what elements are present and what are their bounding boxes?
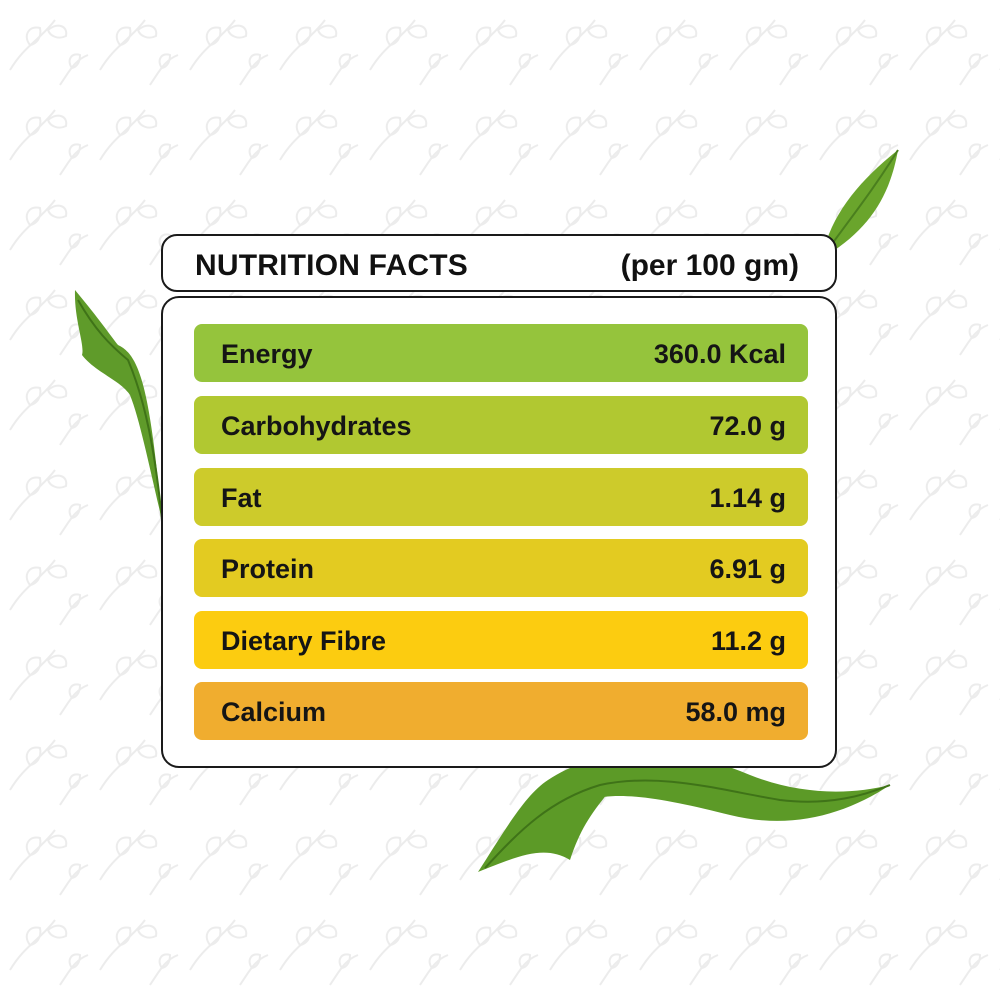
nutrient-row-protein: Protein 6.91 g — [194, 539, 808, 597]
nutrient-label: Fat — [221, 483, 262, 513]
nutrient-label: Dietary Fibre — [221, 626, 387, 656]
nutrient-label: Carbohydrates — [221, 411, 412, 441]
nutrient-value: 58.0 mg — [685, 697, 786, 727]
header-title: NUTRITION FACTS — [195, 249, 468, 282]
nutrient-row-fat: Fat 1.14 g — [194, 468, 808, 526]
nutrition-header: NUTRITION FACTS (per 100 gm) — [161, 234, 837, 292]
header-unit: (per 100 gm) — [620, 249, 799, 282]
nutrient-value: 11.2 g — [710, 626, 786, 656]
nutrient-value: 360.0 Kcal — [653, 339, 786, 369]
nutrition-table: Energy 360.0 Kcal Carbohydrates 72.0 g F… — [161, 296, 837, 768]
nutrient-label: Energy — [221, 339, 313, 369]
nutrient-label: Calcium — [221, 697, 327, 727]
nutrient-row-dietary-fibre: Dietary Fibre 11.2 g — [194, 611, 808, 669]
nutrient-value: 6.91 g — [709, 554, 786, 584]
nutrient-label: Protein — [221, 554, 315, 584]
nutrient-row-calcium: Calcium 58.0 mg — [194, 682, 808, 740]
nutrient-value: 72.0 g — [709, 411, 786, 441]
nutrient-value: 1.14 g — [709, 483, 786, 513]
nutrient-row-energy: Energy 360.0 Kcal — [194, 324, 808, 382]
nutrient-row-carbohydrates: Carbohydrates 72.0 g — [194, 396, 808, 454]
